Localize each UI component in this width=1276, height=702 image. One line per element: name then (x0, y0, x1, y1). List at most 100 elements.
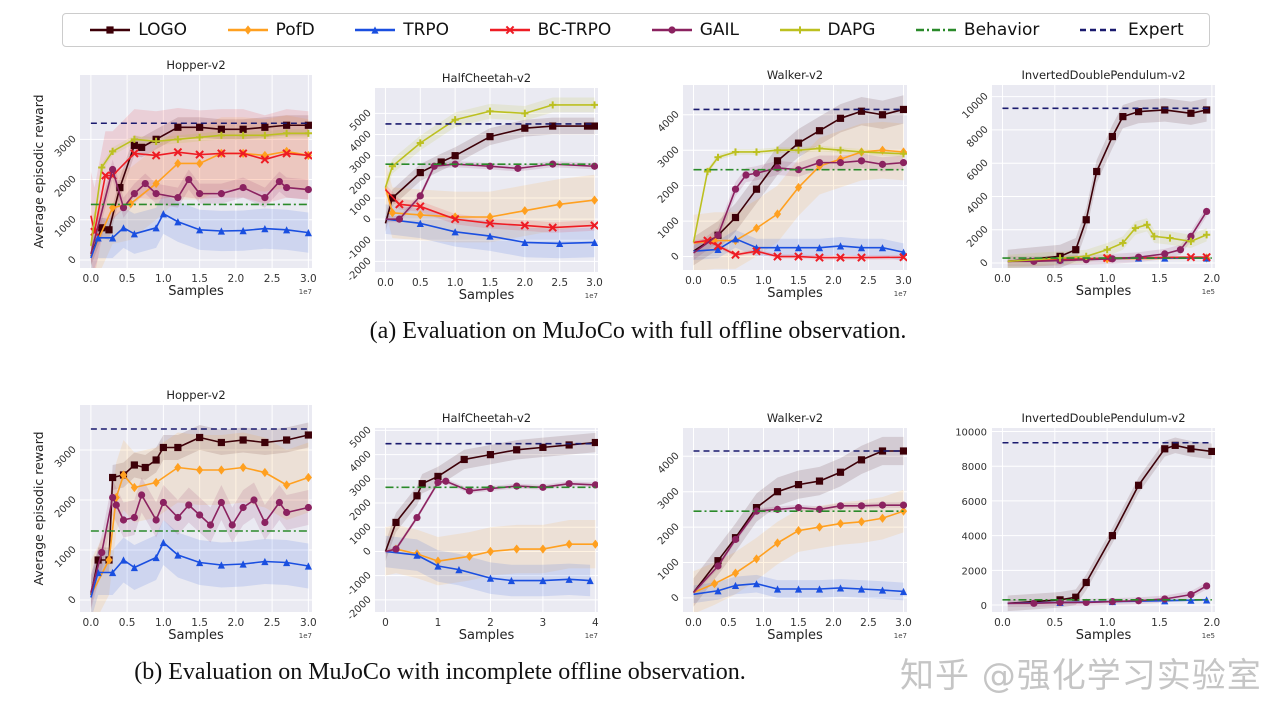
x-axis-label: Samples (168, 284, 224, 299)
point-logo (217, 125, 225, 133)
x-axis-label: Samples (168, 628, 224, 643)
legend-item-gail: GAIL (650, 20, 739, 40)
point-bc-trpo (282, 149, 291, 158)
point-trpo (94, 234, 102, 242)
x-tick-label: 0.0 (685, 617, 702, 629)
y-tick-label: -1000 (345, 235, 373, 263)
y-tick-label: 0 (361, 546, 373, 558)
point-pofd (388, 208, 397, 218)
x-tick-label: 2.0 (228, 273, 245, 285)
x-tick-label: 0.5 (720, 617, 737, 629)
point-dapg (1166, 234, 1174, 242)
point-trpo (261, 557, 269, 566)
y-tick-label: 3000 (53, 134, 79, 160)
point-pofd (565, 539, 573, 549)
point-pofd (815, 522, 824, 532)
point-pofd (416, 210, 424, 220)
point-gail (239, 503, 247, 512)
point-gail (304, 185, 312, 194)
point-trpo (565, 575, 573, 583)
plot-area (375, 428, 598, 612)
point-trpo (794, 244, 803, 252)
y-tick-label: 10000 (961, 91, 991, 121)
point-bc-trpo (238, 149, 248, 158)
x-tick-label: 1 (435, 617, 442, 629)
point-gail (112, 501, 120, 509)
point-trpo (239, 560, 247, 568)
point-logo (1108, 532, 1116, 540)
point-logo (1119, 113, 1127, 121)
legend-swatch (1079, 28, 1120, 32)
chart-title: HalfCheetah-v2 (442, 411, 531, 425)
band-logo (1007, 98, 1207, 268)
point-bc-trpo (485, 219, 495, 228)
point-gail (395, 215, 403, 223)
point-logo (539, 443, 547, 451)
y-tick-label: 5000 (348, 108, 374, 134)
point-trpo (109, 234, 117, 242)
point-gail (1082, 598, 1090, 607)
chart-panel-2: 0.0 0.5 1.0 1.5 2.0 2.5 3.0 0 1000 2000 3000 4000 Wa… (656, 68, 912, 301)
point-trpo (878, 586, 887, 594)
point-gail (141, 179, 149, 188)
x-tick-label: 1.0 (155, 617, 172, 629)
point-dapg (239, 131, 247, 139)
x-tick-label: 0.5 (720, 275, 737, 287)
y-tick-label: 8000 (965, 124, 991, 150)
chart-title: HalfCheetah-v2 (442, 71, 531, 85)
point-gail (138, 491, 146, 499)
point-bc-trpo (260, 155, 270, 164)
point-logo (174, 123, 182, 131)
point-gail (731, 535, 740, 544)
x-tick-label: 2.0 (516, 277, 533, 289)
band-logo (1007, 437, 1212, 612)
point-logo (130, 141, 138, 149)
point-gail (239, 183, 247, 192)
x-axis-label: Samples (767, 628, 823, 643)
point-dapg (836, 146, 845, 154)
x-tick-label: 2.5 (860, 275, 877, 287)
point-bc-trpo (836, 253, 845, 262)
point-gail (392, 545, 400, 553)
point-gail (416, 192, 424, 200)
legend-swatch (90, 26, 131, 34)
point-logo (304, 431, 312, 439)
point-trpo (217, 227, 225, 235)
x-tick-label: 0.0 (994, 273, 1011, 285)
chart-panel-5: 0 1 2 3 4-2000-1000010002000300040005000Half… (345, 411, 599, 643)
point-trpo (815, 585, 824, 593)
point-logo (437, 158, 445, 166)
point-pofd (794, 526, 803, 536)
point-pofd (174, 462, 182, 473)
point-logo (304, 121, 312, 129)
point-logo (1134, 108, 1143, 116)
x-tick-label: 2.0 (1204, 617, 1221, 629)
x-tick-label: 0.0 (685, 275, 702, 287)
point-dapg (1187, 237, 1195, 245)
point-dapg (714, 153, 722, 161)
point-trpo (119, 224, 128, 232)
x-offset-label: 1e7 (299, 632, 312, 640)
point-gail (1056, 598, 1064, 607)
y-tick-label: 4000 (965, 191, 991, 217)
line-dapg (384, 104, 595, 188)
watermark: 知乎 @强化学习实验室 (900, 656, 1262, 696)
point-logo (1187, 445, 1195, 453)
point-trpo (109, 568, 117, 577)
band-logo (385, 432, 596, 562)
point-logo (752, 185, 761, 193)
x-tick-label: 1.0 (1099, 617, 1116, 629)
point-gail (304, 503, 312, 512)
point-logo (836, 114, 845, 122)
chart-title: InvertedDoublePendulum-v2 (1021, 411, 1185, 425)
band-logo (90, 115, 309, 266)
x-offset-label: 1e7 (585, 292, 598, 300)
point-gail (283, 508, 291, 517)
point-gail (109, 493, 117, 502)
line-pofd (384, 187, 595, 218)
legend-label: DAPG (827, 20, 876, 40)
y-tick-label: 0 (669, 251, 681, 263)
caption-a: (a) Evaluation on MuJoCo with full offli… (369, 318, 907, 344)
point-dapg (1119, 239, 1127, 247)
